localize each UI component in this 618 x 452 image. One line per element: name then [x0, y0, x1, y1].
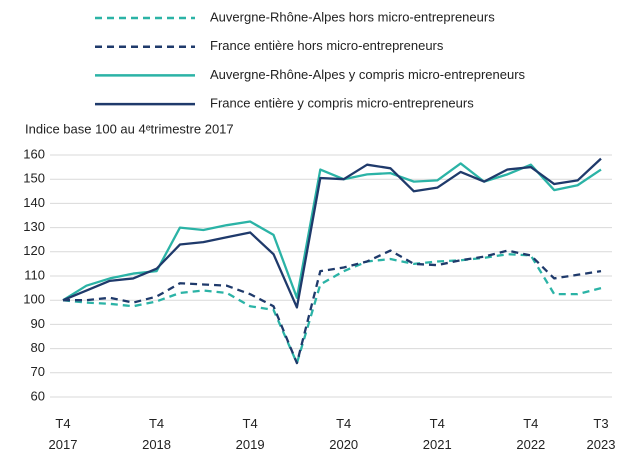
y-tick-label: 110	[24, 267, 45, 282]
y-tick-label: 90	[31, 316, 45, 331]
series-line	[63, 249, 602, 365]
series-line	[62, 253, 602, 365]
x-tick-label: T4 2018	[142, 416, 171, 452]
x-tick-label-line: T4	[523, 416, 538, 431]
legend-label: Auvergne-Rhône-Alpes hors micro-entrepre…	[210, 9, 495, 24]
legend-label: France entière hors micro-entrepreneurs	[210, 38, 444, 53]
x-tick-label-line: 2017	[49, 437, 78, 452]
series-line	[62, 157, 602, 309]
legend-label: Auvergne-Rhône-Alpes y compris micro-ent…	[210, 67, 526, 82]
y-axis-title: Indice base 100 au 4ᵉtrimestre 2017	[25, 121, 234, 136]
x-tick-label-line: T4	[149, 416, 164, 431]
y-tick-label: 160	[23, 146, 45, 161]
legend-label: France entière y compris micro-entrepren…	[210, 96, 474, 111]
x-tick-label-line: 2020	[329, 437, 358, 452]
y-tick-label: 80	[31, 340, 45, 355]
x-tick-label-line: T4	[243, 416, 258, 431]
x-tick-label: T4 2020	[329, 416, 358, 452]
x-tick-label-line: 2022	[516, 437, 545, 452]
y-tick-label: 100	[23, 292, 45, 307]
y-tick-label: 120	[23, 243, 45, 258]
x-tick-label: T4 2017	[49, 416, 78, 452]
x-tick-label-line: T3	[593, 416, 608, 431]
x-tick-label: T4 2019	[236, 416, 265, 452]
y-tick-label: 60	[31, 388, 45, 403]
x-tick-label-line: T4	[55, 416, 70, 431]
x-tick-label-line: T4	[336, 416, 351, 431]
y-tick-label: 140	[23, 195, 45, 210]
x-tick-label: T4 2021	[423, 416, 452, 452]
x-tick-label-line: 2023	[587, 437, 616, 452]
x-tick-label: T4 2022	[516, 416, 545, 452]
x-tick-label-line: 2019	[236, 437, 265, 452]
y-tick-label: 150	[23, 171, 45, 186]
y-tick-label: 70	[31, 364, 45, 379]
y-tick-label: 130	[23, 219, 45, 234]
x-tick-label-line: 2018	[142, 437, 171, 452]
series-line	[62, 162, 602, 302]
x-tick-label-line: T4	[430, 416, 445, 431]
x-tick-label-line: 2021	[423, 437, 452, 452]
x-tick-label: T3 2023	[587, 416, 616, 452]
